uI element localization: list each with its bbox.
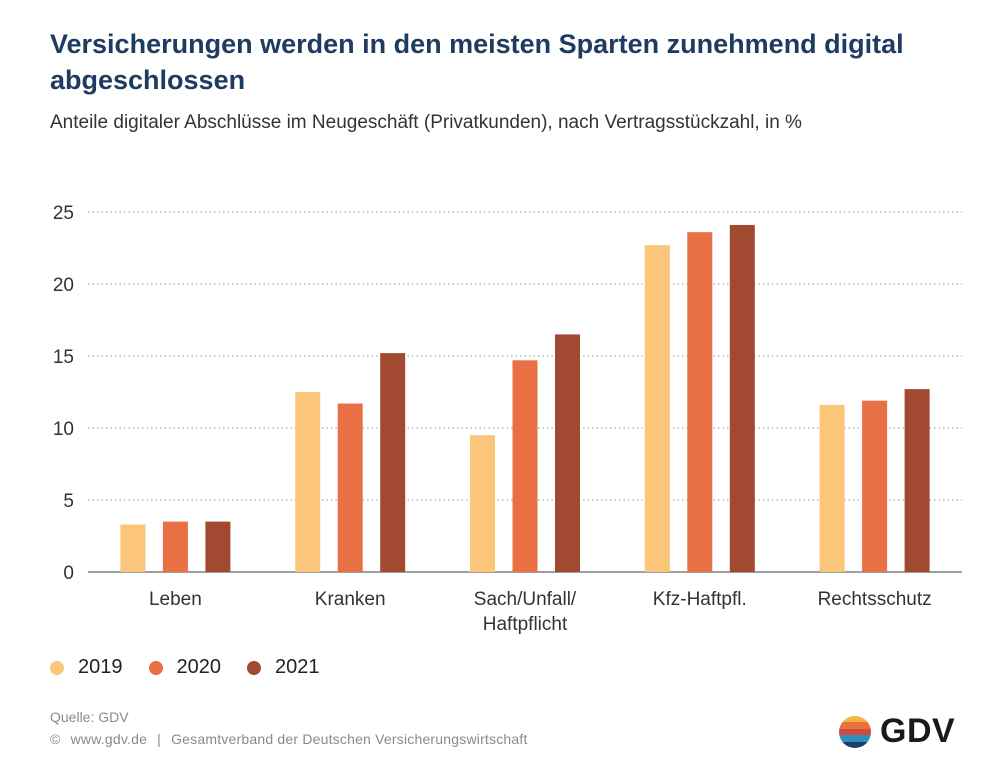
chart-title: Versicherungen werden in den meisten Spa… (50, 29, 904, 95)
gdv-logo: GDV (838, 712, 955, 751)
bar-2020 (687, 232, 713, 572)
y-tick-label: 20 (53, 275, 74, 296)
bar-2020 (162, 521, 188, 572)
legend-dot (148, 660, 163, 675)
x-tick-label: Sach/Unfall/Haftpflicht (474, 589, 577, 635)
bar-chart: 0 5 10 15 20 25 Leben Kranken Sach/Unfall/Haftpf… (53, 203, 962, 635)
legend-label: 2020 (176, 656, 222, 678)
legend-item: 2020 (148, 656, 222, 679)
website-link[interactable]: www.gdv.de (70, 731, 148, 747)
footer-separator: | (157, 731, 161, 747)
legend-item: 2021 (247, 656, 320, 679)
bar-2021 (555, 334, 580, 572)
bar-2021 (729, 224, 755, 572)
bar-2019 (470, 435, 495, 572)
bar-2019 (644, 245, 670, 572)
source-note: Quelle: GDV (50, 709, 129, 725)
y-tick-label: 15 (53, 347, 74, 368)
y-tick-label: 0 (63, 563, 74, 584)
bar-2021 (904, 389, 930, 572)
chart-subtitle: Anteile digitaler Abschlüsse im Neugesch… (50, 112, 802, 133)
bar-2021 (205, 521, 231, 572)
x-tick-label: Leben (149, 589, 202, 610)
bar-2020 (337, 403, 363, 572)
legend-dot (247, 660, 261, 675)
bar-2020 (862, 400, 888, 572)
chart-legend: 2019 2020 2021 (50, 656, 346, 679)
organization-name: Gesamtverband der Deutschen Versicherung… (171, 731, 528, 747)
bar-2019 (120, 524, 146, 572)
legend-dot (50, 660, 64, 675)
x-tick-label: Kfz-Haftpfl. (653, 589, 747, 610)
x-tick-label: Kranken (315, 589, 386, 610)
bar-2019 (295, 392, 321, 572)
footer-line: © www.gdv.de | Gesamtverband der Deutsch… (50, 731, 528, 747)
y-tick-label: 5 (63, 491, 74, 512)
x-tick-label: Rechtsschutz (818, 589, 932, 610)
copyright-symbol: © (50, 731, 61, 747)
bar-2021 (380, 353, 406, 572)
gdv-logo-text: GDV (880, 712, 956, 750)
y-tick-label: 10 (53, 419, 74, 440)
bar-2020 (512, 360, 538, 572)
bar-2019 (819, 404, 845, 572)
legend-label: 2019 (78, 656, 123, 678)
y-tick-label: 25 (53, 203, 74, 224)
legend-label: 2021 (275, 656, 320, 678)
gdv-logo-mark-icon (839, 715, 871, 748)
legend-item: 2019 (50, 656, 123, 679)
